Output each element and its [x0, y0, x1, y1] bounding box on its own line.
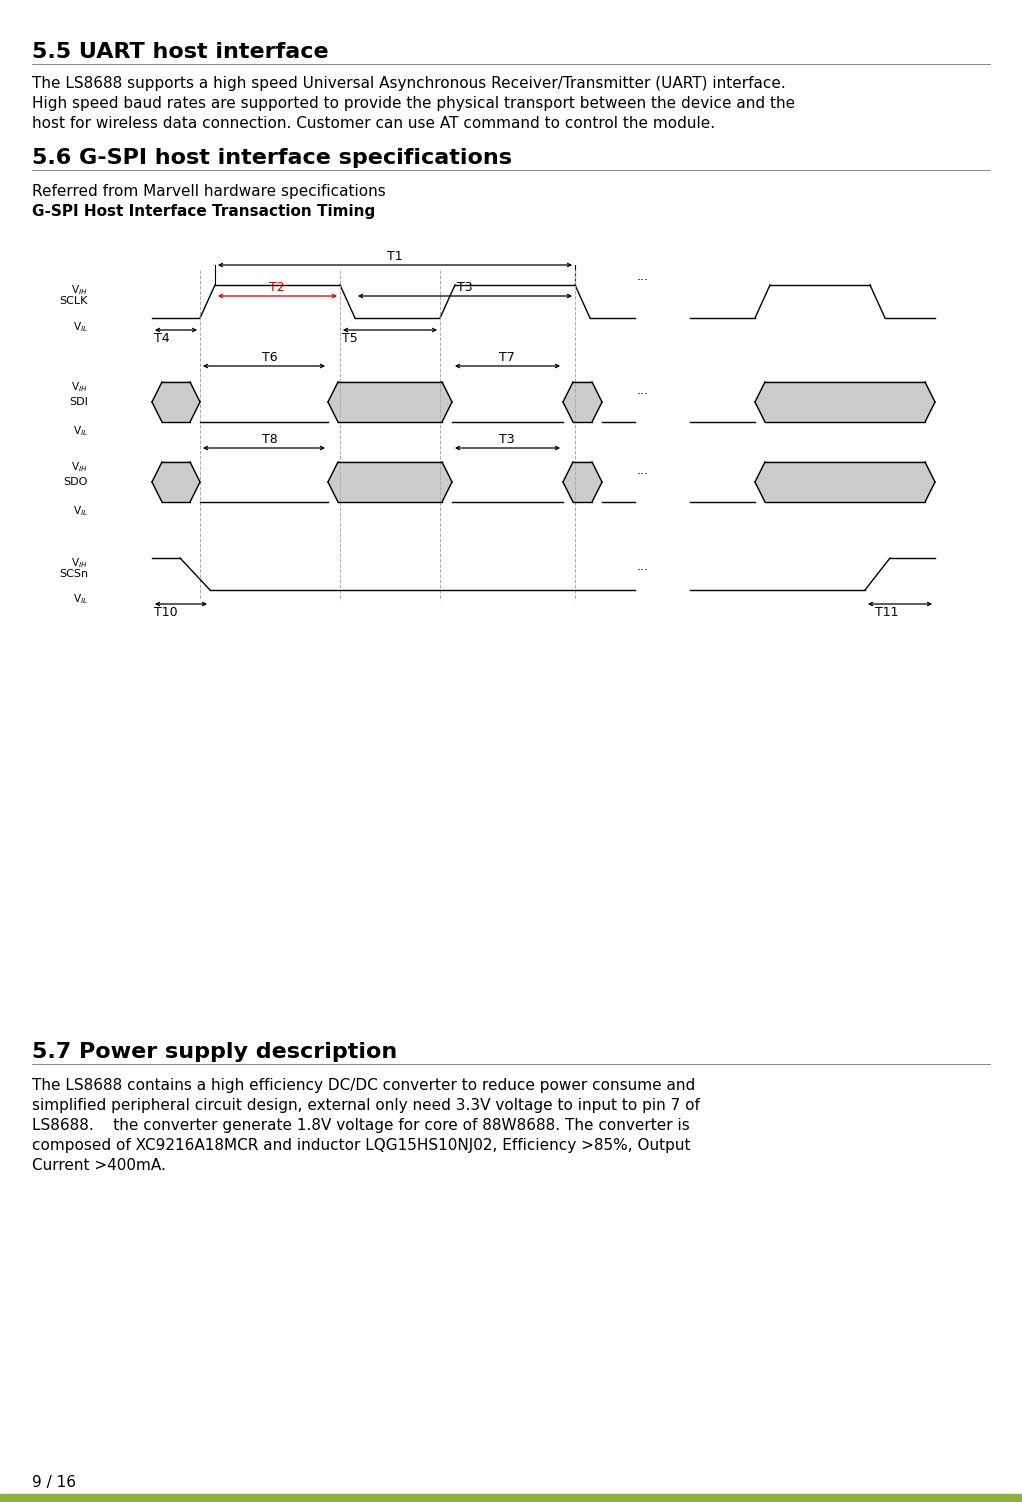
Polygon shape [328, 463, 452, 502]
Text: T1: T1 [387, 249, 403, 263]
Text: V$_{IH}$: V$_{IH}$ [72, 460, 88, 473]
Polygon shape [152, 382, 200, 422]
Text: ...: ... [637, 385, 649, 397]
Text: simplified peripheral circuit design, external only need 3.3V voltage to input t: simplified peripheral circuit design, ex… [32, 1098, 700, 1113]
Text: T3: T3 [457, 281, 473, 294]
Text: G-SPI Host Interface Transaction Timing: G-SPI Host Interface Transaction Timing [32, 204, 375, 219]
Polygon shape [563, 382, 602, 422]
Text: ...: ... [637, 270, 649, 282]
Text: T4: T4 [154, 332, 170, 345]
Text: T3: T3 [499, 433, 515, 446]
Text: SCLK: SCLK [59, 296, 88, 306]
Text: V$_{IL}$: V$_{IL}$ [73, 320, 88, 333]
Bar [0, 1494, 1022, 1502]
Text: composed of XC9216A18MCR and inductor LQG15HS10NJ02, Efficiency >85%, Output: composed of XC9216A18MCR and inductor LQ… [32, 1139, 691, 1154]
Text: ...: ... [637, 560, 649, 572]
Polygon shape [563, 463, 602, 502]
Text: 5.6 G-SPI host interface specifications: 5.6 G-SPI host interface specifications [32, 149, 512, 168]
Text: LS8688.    the converter generate 1.8V voltage for core of 88W8688. The converte: LS8688. the converter generate 1.8V volt… [32, 1117, 690, 1133]
Text: The LS8688 contains a high efficiency DC/DC converter to reduce power consume an: The LS8688 contains a high efficiency DC… [32, 1078, 695, 1093]
Text: V$_{IH}$: V$_{IH}$ [72, 380, 88, 394]
Text: The LS8688 supports a high speed Universal Asynchronous Receiver/Transmitter (UA: The LS8688 supports a high speed Univers… [32, 77, 786, 92]
Text: V$_{IL}$: V$_{IL}$ [73, 505, 88, 518]
Text: 5.5 UART host interface: 5.5 UART host interface [32, 42, 329, 62]
Text: T5: T5 [342, 332, 358, 345]
Text: SCSn: SCSn [59, 569, 88, 578]
Polygon shape [755, 463, 935, 502]
Text: Referred from Marvell hardware specifications: Referred from Marvell hardware specifica… [32, 185, 385, 198]
Text: V$_{IH}$: V$_{IH}$ [72, 556, 88, 569]
Text: T6: T6 [263, 351, 278, 363]
Text: SDO: SDO [63, 478, 88, 487]
Text: 5.7 Power supply description: 5.7 Power supply description [32, 1042, 398, 1062]
Text: host for wireless data connection. Customer can use AT command to control the mo: host for wireless data connection. Custo… [32, 116, 715, 131]
Text: V$_{IL}$: V$_{IL}$ [73, 424, 88, 437]
Polygon shape [152, 463, 200, 502]
Text: T7: T7 [499, 351, 515, 363]
Text: V$_{IH}$: V$_{IH}$ [72, 282, 88, 297]
Text: SDI: SDI [69, 397, 88, 407]
Text: T8: T8 [262, 433, 278, 446]
Polygon shape [328, 382, 452, 422]
Text: V$_{IL}$: V$_{IL}$ [73, 592, 88, 605]
Text: Current >400mA.: Current >400mA. [32, 1158, 166, 1173]
Text: T2: T2 [269, 281, 285, 294]
Text: ...: ... [637, 464, 649, 478]
Polygon shape [755, 382, 935, 422]
Text: T11: T11 [875, 605, 898, 619]
Text: High speed baud rates are supported to provide the physical transport between th: High speed baud rates are supported to p… [32, 96, 795, 111]
Text: T10: T10 [154, 605, 178, 619]
Text: 9 / 16: 9 / 16 [32, 1475, 76, 1490]
